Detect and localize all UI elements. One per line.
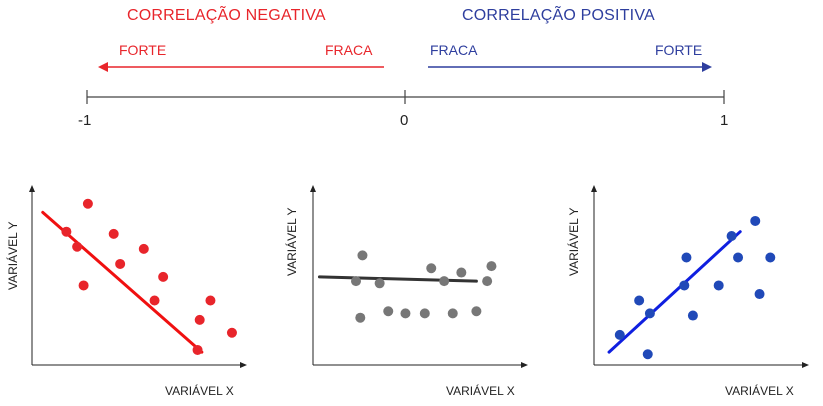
plot-positive-point xyxy=(713,280,724,291)
plot-positive-point xyxy=(726,231,737,241)
plot-positive-trend-line xyxy=(607,230,742,354)
plot-positive-point xyxy=(687,310,698,321)
plot-none-point xyxy=(374,278,385,289)
plot-negative-point xyxy=(82,198,93,209)
plot-none-point xyxy=(439,276,450,287)
plot-none-y-arrow xyxy=(310,185,316,192)
plot-positive-point xyxy=(642,349,653,360)
plot-none-trend-line xyxy=(317,275,478,283)
plot-none-point xyxy=(351,276,361,287)
plot-negative-point xyxy=(115,258,126,269)
plot-none-point xyxy=(482,276,493,287)
plot-negative-point xyxy=(61,226,72,237)
plot-none-point xyxy=(471,306,482,317)
negative-arrow-head xyxy=(98,62,108,72)
negative-correlation-title: CORRELAÇÃO NEGATIVA xyxy=(127,7,326,24)
plot-negative-point xyxy=(194,314,205,325)
positive-strong-label: FORTE xyxy=(655,42,703,58)
plot-positive-point xyxy=(679,280,690,291)
plot-none-point xyxy=(426,263,437,274)
plot-negative-point xyxy=(78,280,89,291)
positive-weak-label: FRACA xyxy=(430,42,478,58)
plot-negative-point xyxy=(138,243,149,254)
plot-positive-point xyxy=(644,308,655,319)
plot-none-point xyxy=(400,308,411,319)
plot-none-x-arrow xyxy=(521,362,528,368)
plot-negative-y-arrow xyxy=(29,185,35,192)
plot-negative-xlabel: VARIÁVEL X xyxy=(165,384,234,398)
plot-positive-point xyxy=(614,329,625,340)
plot-negative-point xyxy=(226,327,237,338)
plot-none-point xyxy=(419,308,430,319)
plot-none-point xyxy=(486,261,497,272)
plot-none-point xyxy=(383,306,394,317)
plot-negative-x-arrow xyxy=(240,362,247,368)
plot-none-point xyxy=(355,312,366,323)
scale-tick-label-one: 1 xyxy=(720,112,729,129)
positive-correlation-title: CORRELAÇÃO POSITIVA xyxy=(462,7,655,24)
scale-tick-label-zero: 0 xyxy=(400,112,409,129)
plot-none-xlabel: VARIÁVEL X xyxy=(446,384,515,398)
plot-negative-point xyxy=(158,271,169,282)
plot-positive-xlabel: VARIÁVEL X xyxy=(725,384,794,398)
plot-none-ylabel: VARIÁVEL Y xyxy=(285,207,299,276)
negative-weak-label: FRACA xyxy=(325,42,373,58)
plot-negative-point xyxy=(149,295,160,306)
plot-positive-point xyxy=(754,289,765,300)
plot-negative-point xyxy=(108,228,119,239)
plot-positive-point xyxy=(750,215,761,226)
plot-positive-point xyxy=(681,252,692,263)
plot-none-point xyxy=(447,308,458,319)
plot-positive-x-arrow xyxy=(802,362,809,368)
plot-negative-point xyxy=(72,241,83,252)
plot-negative-point xyxy=(192,344,203,355)
plot-positive-point xyxy=(765,252,776,263)
negative-strong-label: FORTE xyxy=(119,42,167,58)
positive-arrow-head xyxy=(702,62,712,72)
plot-positive-point xyxy=(733,252,744,263)
plot-positive-ylabel: VARIÁVEL Y xyxy=(567,207,581,276)
scale-tick-label-minus-one: -1 xyxy=(78,112,92,129)
plot-none-point xyxy=(357,250,368,261)
plot-positive-y-arrow xyxy=(591,185,597,192)
plot-none-point xyxy=(456,267,467,278)
plot-negative-point xyxy=(205,295,216,306)
plot-positive-point xyxy=(634,295,645,306)
plot-negative-ylabel: VARIÁVEL Y xyxy=(6,221,20,290)
